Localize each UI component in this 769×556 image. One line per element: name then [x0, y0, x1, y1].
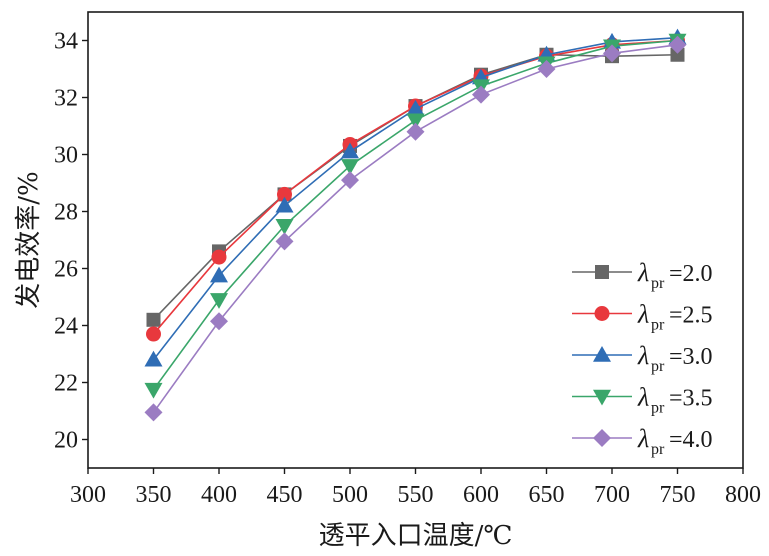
series-1	[146, 47, 685, 327]
legend-subscript: pr	[651, 317, 665, 334]
axes: 300 350 400 450 500 550 600 650 700 750 800 20 22 24 2…	[54, 11, 761, 508]
legend-symbol: λ	[637, 383, 649, 412]
y-tick-label: 24	[54, 314, 78, 340]
data-point	[144, 382, 163, 399]
legend-symbol: λ	[637, 300, 649, 329]
y-tick-label: 20	[54, 428, 78, 454]
legend-marker	[593, 346, 611, 362]
legend-symbol: λ	[637, 258, 649, 287]
data-point	[341, 171, 359, 190]
y-tick-label: 28	[54, 200, 78, 226]
legend-subscript: pr	[651, 441, 665, 458]
data-point	[144, 403, 163, 422]
data-point	[670, 47, 685, 62]
y-tick-label: 34	[54, 29, 78, 55]
data-point	[275, 219, 294, 235]
legend-subscript: pr	[651, 400, 665, 417]
data-point	[144, 350, 163, 367]
x-tick-label: 650	[529, 482, 565, 508]
x-tick-label: 300	[70, 482, 106, 508]
data-point	[406, 122, 425, 141]
legend-label: =2.0	[669, 261, 713, 287]
series-5	[144, 35, 687, 422]
legend-symbol: λ	[637, 341, 649, 370]
data-point	[472, 85, 490, 104]
data-point	[406, 99, 425, 116]
legend-label: =4.0	[669, 427, 713, 453]
data-point	[341, 159, 359, 175]
x-tick-label: 400	[201, 482, 237, 508]
legend-marker	[593, 429, 611, 447]
x-tick-label: 750	[660, 482, 696, 508]
x-tick-label: 350	[136, 482, 172, 508]
data-point	[275, 196, 294, 213]
legend-subscript: pr	[651, 358, 665, 375]
legend-entry: λ pr =4.0	[572, 424, 713, 458]
x-tick-label: 450	[267, 482, 303, 508]
legend-label: =3.5	[669, 386, 713, 412]
series-4	[144, 33, 687, 399]
y-tick-label: 26	[54, 257, 78, 283]
legend-label: =3.0	[669, 344, 713, 370]
series-2	[146, 33, 685, 342]
data-point	[210, 293, 228, 309]
data-point	[277, 186, 292, 202]
legend-marker	[595, 265, 609, 279]
data-point	[275, 232, 294, 251]
y-tick-label: 22	[54, 371, 78, 397]
legend: λ pr =2.0λ pr =2.5λ pr =3.0λ pr =3.5λ pr =4.0	[572, 258, 713, 458]
legend-entry: λ pr =3.5	[572, 383, 713, 417]
series-line	[152, 39, 678, 391]
legend-symbol: λ	[637, 424, 649, 453]
data-point	[146, 326, 161, 342]
series-line	[152, 53, 678, 321]
legend-entry: λ pr =3.0	[572, 341, 713, 375]
data-point	[210, 266, 228, 283]
y-tick-label: 32	[54, 86, 78, 112]
legend-marker	[593, 389, 611, 406]
x-tick-label: 500	[332, 482, 368, 508]
data-point	[668, 35, 687, 54]
legend-label: =2.5	[669, 303, 713, 329]
y-axis-title: 发电效率/%	[14, 171, 44, 308]
series-line	[152, 39, 678, 335]
data-point	[211, 249, 227, 265]
x-tick-label: 600	[463, 482, 499, 508]
legend-marker	[594, 306, 610, 321]
x-axis-title: 透平入口温度/℃	[319, 521, 513, 551]
legend-subscript: pr	[651, 275, 665, 292]
x-tick-label: 800	[725, 482, 761, 508]
data-point	[406, 113, 425, 130]
y-tick-label: 30	[54, 143, 78, 169]
legend-entry: λ pr =2.5	[572, 300, 713, 334]
x-tick-label: 700	[594, 482, 630, 508]
legend-entry: λ pr =2.0	[572, 258, 713, 292]
data-point	[341, 142, 359, 159]
data-point	[537, 60, 556, 78]
data-point	[210, 312, 228, 331]
series-layer	[144, 28, 687, 422]
data-point	[146, 312, 161, 327]
x-tick-label: 550	[398, 482, 434, 508]
data-point	[603, 44, 621, 63]
